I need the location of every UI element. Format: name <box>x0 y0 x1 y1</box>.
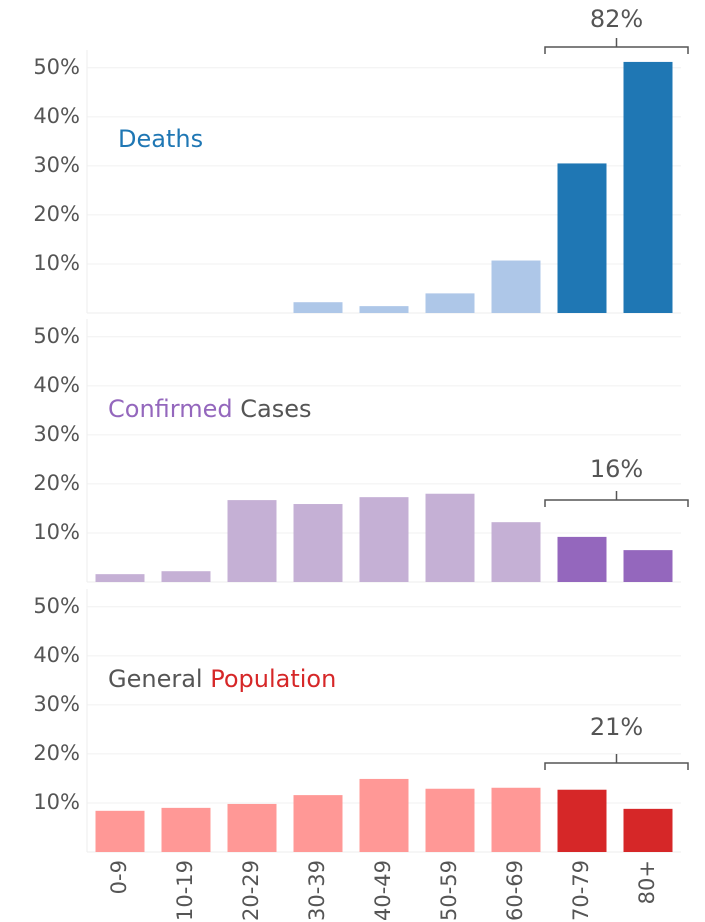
bar <box>623 808 673 852</box>
title-part: Confirmed <box>108 395 233 423</box>
title-part: General <box>108 665 203 693</box>
bar <box>293 795 343 852</box>
y-tick-label: 10% <box>33 251 80 275</box>
bar <box>293 504 343 582</box>
bar <box>623 61 673 313</box>
bar <box>95 810 145 852</box>
x-tick-label: 80+ <box>635 860 659 904</box>
bar <box>161 807 211 852</box>
y-tick-label: 20% <box>33 471 80 495</box>
bar <box>293 302 343 313</box>
bar <box>359 497 409 582</box>
bar <box>359 306 409 313</box>
panel-title: Confirmed Cases <box>108 395 311 423</box>
bar <box>425 493 475 582</box>
y-tick-label: 10% <box>33 790 80 814</box>
x-tick-label: 0-9 <box>107 860 131 894</box>
y-tick-label: 10% <box>33 520 80 544</box>
bar <box>161 571 211 582</box>
annotation: 82% <box>590 5 643 33</box>
y-tick-label: 30% <box>33 692 80 716</box>
x-tick-label: 70-79 <box>569 860 593 921</box>
y-tick-label: 50% <box>33 324 80 348</box>
bar <box>557 536 607 582</box>
y-tick-label: 40% <box>33 104 80 128</box>
panel-title: Deaths <box>118 125 203 153</box>
bar <box>491 787 541 852</box>
bar <box>227 803 277 852</box>
y-tick-label: 40% <box>33 373 80 397</box>
bar <box>227 500 277 582</box>
annotation: 16% <box>590 455 643 483</box>
y-tick-label: 30% <box>33 422 80 446</box>
title-part: Cases <box>233 395 312 423</box>
bar <box>557 789 607 852</box>
panel-title: General Population <box>108 665 336 693</box>
bar <box>491 522 541 582</box>
bar <box>425 788 475 852</box>
x-tick-label: 50-59 <box>437 860 461 921</box>
bar <box>359 778 409 852</box>
y-tick-label: 20% <box>33 202 80 226</box>
bar <box>95 574 145 582</box>
bracket <box>544 754 689 770</box>
y-tick-label: 30% <box>33 153 80 177</box>
y-tick-label: 50% <box>33 594 80 618</box>
bar <box>623 550 673 582</box>
bar <box>425 293 475 313</box>
x-tick-label: 30-39 <box>305 860 329 921</box>
y-tick-label: 40% <box>33 643 80 667</box>
annotation: 21% <box>590 713 643 741</box>
title-part: Population <box>203 665 337 693</box>
y-tick-label: 50% <box>33 55 80 79</box>
x-tick-label: 20-29 <box>239 860 263 921</box>
bar <box>557 163 607 313</box>
y-tick-label: 20% <box>33 741 80 765</box>
bracket <box>544 38 689 54</box>
bar <box>491 260 541 313</box>
title-part: Deaths <box>118 125 203 153</box>
bracket <box>544 491 689 507</box>
x-tick-label: 10-19 <box>173 860 197 921</box>
x-tick-label: 60-69 <box>503 860 527 921</box>
x-tick-label: 40-49 <box>371 860 395 921</box>
